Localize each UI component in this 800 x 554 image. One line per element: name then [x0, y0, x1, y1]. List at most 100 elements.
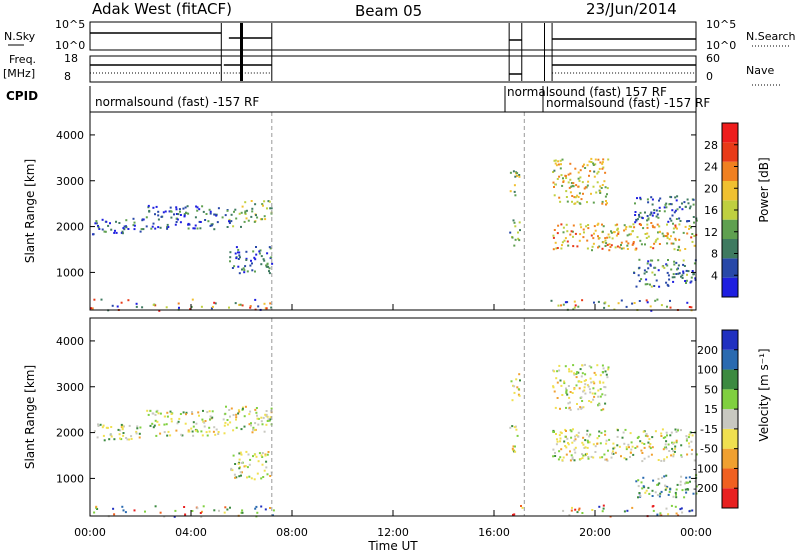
- data-point: [603, 180, 606, 183]
- data-point: [583, 379, 586, 382]
- data-point: [267, 451, 270, 453]
- data-point: [241, 511, 244, 514]
- data-point: [166, 227, 169, 230]
- freq-tick-top: 18: [64, 52, 78, 65]
- data-point: [577, 508, 580, 511]
- data-point: [154, 213, 156, 216]
- data-point: [665, 446, 667, 449]
- data-point: [217, 431, 220, 433]
- data-point: [149, 424, 152, 427]
- data-point: [266, 252, 269, 255]
- data-point: [237, 251, 239, 254]
- data-point: [665, 440, 668, 443]
- data-point: [665, 431, 668, 434]
- data-point: [159, 226, 162, 229]
- data-point: [620, 455, 622, 458]
- data-point: [652, 509, 655, 512]
- data-point: [685, 437, 688, 440]
- data-point: [201, 418, 204, 421]
- data-point: [639, 196, 642, 199]
- data-point: [569, 233, 572, 236]
- data-point: [264, 454, 267, 457]
- data-point: [163, 423, 166, 426]
- data-point: [684, 225, 687, 228]
- data-point: [234, 476, 237, 479]
- data-point: [110, 435, 113, 438]
- power-data-points: [90, 112, 698, 312]
- data-point: [626, 509, 629, 512]
- data-point: [574, 196, 577, 199]
- data-point: [667, 259, 669, 261]
- data-point: [614, 246, 617, 249]
- data-point: [605, 373, 608, 376]
- data-point: [177, 420, 180, 423]
- data-point: [669, 299, 671, 302]
- data-point: [606, 193, 608, 196]
- data-point: [602, 504, 605, 507]
- data-point: [150, 227, 153, 230]
- data-point: [571, 200, 573, 203]
- data-point: [513, 513, 516, 516]
- data-point: [590, 381, 593, 384]
- data-point: [145, 225, 148, 228]
- data-point: [680, 444, 683, 447]
- data-point: [656, 237, 659, 240]
- data-point: [641, 487, 644, 490]
- data-point: [254, 298, 257, 301]
- data-point: [237, 409, 240, 412]
- data-point: [178, 306, 180, 309]
- data-point: [652, 479, 655, 482]
- data-point: [256, 511, 259, 514]
- data-point: [254, 507, 257, 510]
- data-point: [601, 200, 604, 203]
- data-point: [182, 207, 185, 210]
- data-point: [590, 157, 593, 160]
- data-point: [515, 428, 518, 431]
- data-point: [593, 175, 596, 178]
- data-point: [269, 416, 272, 419]
- data-point: [196, 507, 199, 510]
- data-point: [625, 458, 628, 461]
- data-point: [665, 487, 668, 490]
- data-point: [569, 178, 572, 181]
- data-point: [583, 389, 586, 392]
- data-point: [243, 425, 246, 428]
- data-point: [228, 222, 231, 224]
- data-point: [198, 414, 200, 417]
- data-point: [590, 234, 593, 237]
- data-point: [577, 177, 580, 180]
- data-point: [139, 426, 142, 429]
- data-point: [254, 203, 257, 206]
- data-point: [205, 431, 208, 434]
- data-point: [521, 506, 524, 509]
- data-point: [96, 436, 99, 439]
- data-point: [260, 454, 263, 457]
- data-point: [214, 302, 217, 305]
- data-point: [682, 259, 685, 262]
- data-point: [599, 381, 602, 384]
- data-point: [594, 163, 597, 166]
- data-point: [254, 258, 257, 261]
- data-point: [588, 160, 591, 163]
- data-point: [266, 263, 269, 266]
- data-point: [592, 185, 595, 188]
- data-point: [103, 230, 106, 233]
- data-point: [192, 434, 195, 437]
- data-point: [649, 263, 652, 266]
- data-point: [582, 228, 585, 231]
- cpid-segment-3: normalsound (fast) -157 RF: [546, 96, 710, 110]
- data-point: [678, 272, 681, 275]
- data-point: [620, 299, 623, 302]
- data-point: [693, 235, 696, 237]
- data-point: [599, 192, 602, 194]
- data-point: [579, 169, 582, 172]
- data-point: [566, 301, 569, 304]
- data-point: [632, 241, 635, 243]
- data-point: [647, 235, 650, 238]
- data-point: [509, 190, 512, 193]
- data-point: [240, 453, 243, 456]
- data-point: [257, 305, 260, 308]
- data-point: [623, 457, 626, 460]
- data-point: [553, 370, 556, 373]
- data-point: [216, 221, 219, 224]
